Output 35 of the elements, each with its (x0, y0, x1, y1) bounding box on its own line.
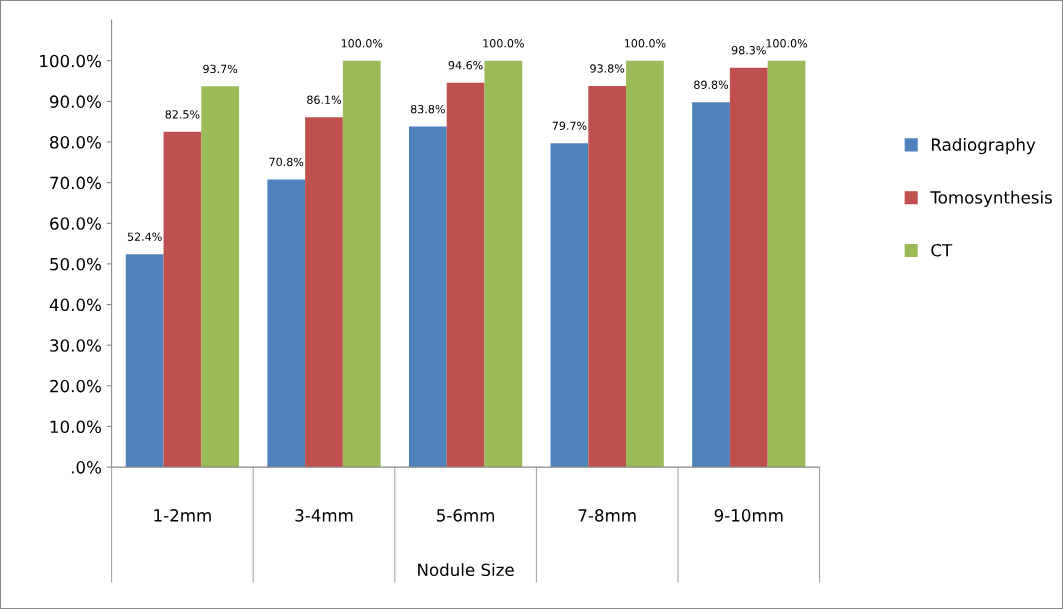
x-tick-label: 9-10mm (714, 509, 783, 522)
data-label: 52.4% (127, 232, 162, 241)
x-tick-label: 1-2mm (154, 509, 211, 522)
y-tick-label: 30.0% (50, 339, 101, 352)
y-tick-label: 10.0% (50, 420, 101, 434)
y-tick-label: 40.0% (49, 298, 101, 312)
data-label: 70.8% (269, 157, 304, 167)
y-tick-label: 80.0% (50, 135, 101, 149)
legend-label: Tomosynthesis (930, 190, 1052, 207)
y-tick-label: 60.0% (50, 217, 101, 230)
data-label: 93.7% (203, 64, 238, 74)
data-label: 94.6% (448, 61, 483, 70)
data-label: 86.1% (307, 95, 342, 104)
data-label: 100.0% (624, 39, 666, 48)
x-tick-label: 5-6mm (437, 509, 495, 522)
y-tick-label: 90.0% (50, 95, 101, 108)
y-tick-label: 70.0% (50, 176, 101, 190)
data-label: 79.7% (552, 121, 587, 130)
data-label: 82.5% (165, 110, 200, 119)
data-label: 89.8% (694, 80, 729, 89)
y-tick-label: 100.0% (40, 54, 101, 68)
data-label: 100.0% (766, 39, 808, 48)
legend-label: Radiography (932, 138, 1036, 155)
data-label: 83.8% (410, 104, 445, 114)
y-tick-label: .0% (71, 461, 101, 474)
y-tick-label: 50.0% (50, 257, 101, 271)
x-tick-label: 7-8mm (578, 509, 636, 522)
data-label: 98.3% (731, 45, 766, 55)
legend-label: CT (931, 243, 953, 257)
x-axis-title: Nodule Size (418, 563, 514, 577)
x-tick-label: 3-4mm (295, 509, 353, 522)
data-label: 100.0% (483, 39, 524, 48)
y-tick-label: 20.0% (50, 379, 101, 393)
data-label: 93.8% (590, 64, 625, 73)
data-label: 100.0% (341, 39, 383, 48)
